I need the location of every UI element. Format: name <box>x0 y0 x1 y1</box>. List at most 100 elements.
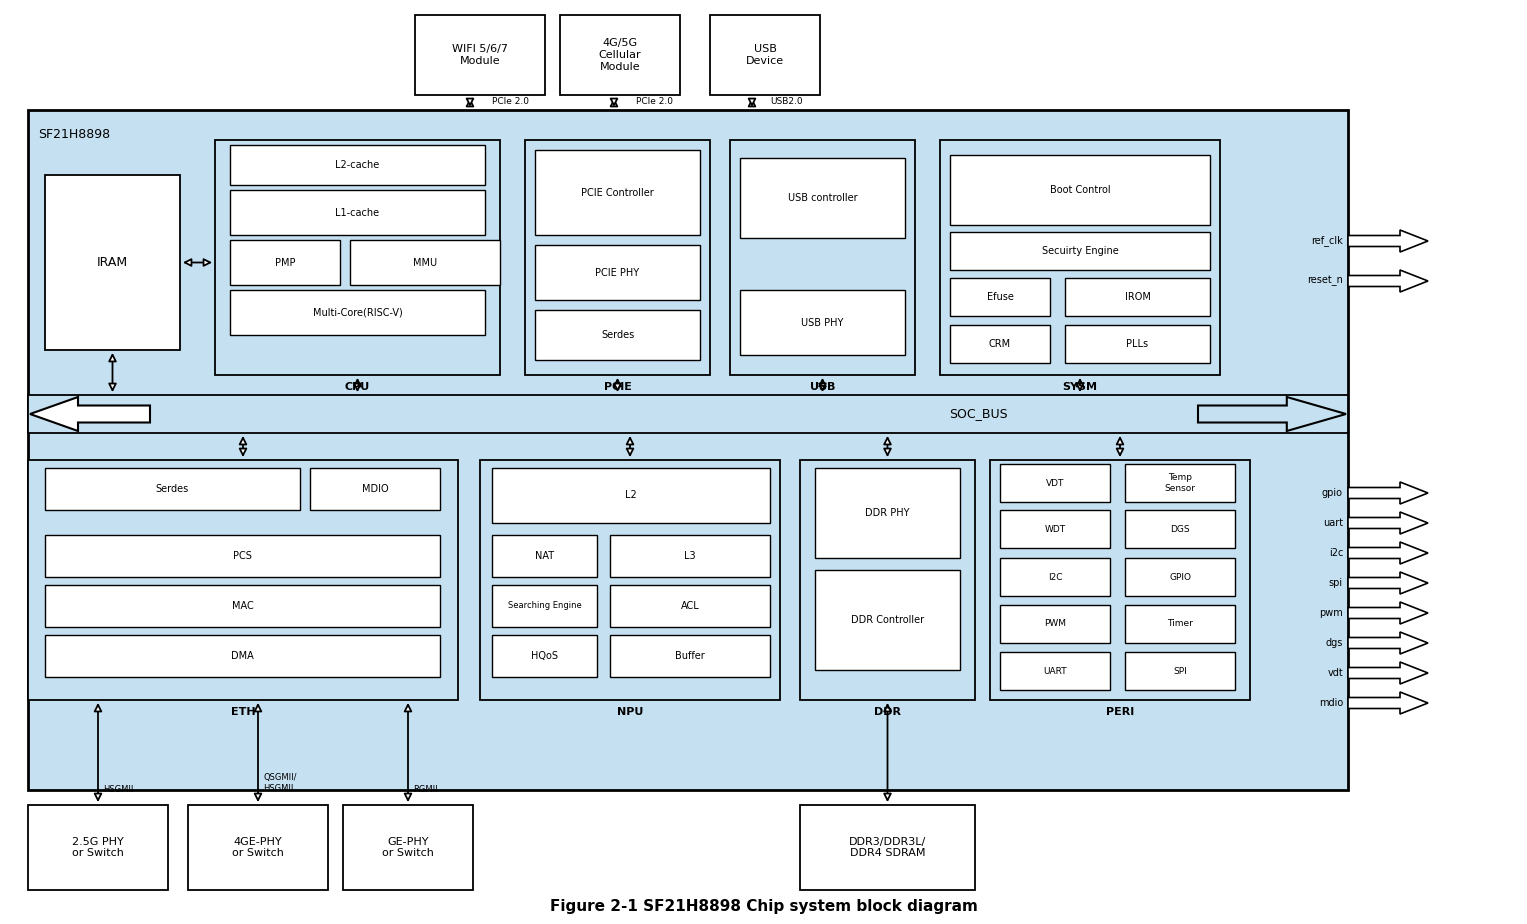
Bar <box>800 460 976 700</box>
Bar <box>525 140 710 375</box>
Bar <box>492 635 597 677</box>
Polygon shape <box>1348 692 1428 714</box>
Text: DDR PHY: DDR PHY <box>866 508 910 518</box>
Text: Buffer: Buffer <box>675 651 705 661</box>
Polygon shape <box>31 397 150 431</box>
Bar <box>1000 558 1110 596</box>
Bar <box>44 635 440 677</box>
Text: Serdes: Serdes <box>156 484 189 494</box>
Bar <box>741 158 906 238</box>
Bar <box>27 395 1348 433</box>
Bar <box>609 585 770 627</box>
Text: spi: spi <box>1328 578 1344 588</box>
Polygon shape <box>1348 230 1428 252</box>
Text: UART: UART <box>1043 666 1067 675</box>
Text: Serdes: Serdes <box>602 330 634 340</box>
Text: PMP: PMP <box>275 258 295 268</box>
Bar <box>741 290 906 355</box>
Bar <box>1125 652 1235 690</box>
Text: HQoS: HQoS <box>531 651 557 661</box>
Text: IROM: IROM <box>1124 292 1150 302</box>
Bar <box>534 150 699 235</box>
Text: L1-cache: L1-cache <box>336 208 380 217</box>
Text: I2C: I2C <box>1048 573 1063 581</box>
Text: QSGMII/
HSGMII: QSGMII/ HSGMII <box>263 773 296 793</box>
Text: ACL: ACL <box>681 601 699 611</box>
Bar <box>27 805 168 890</box>
Bar <box>534 245 699 300</box>
Bar <box>815 570 960 670</box>
Text: Efuse: Efuse <box>986 292 1014 302</box>
Bar <box>1000 464 1110 502</box>
Bar <box>44 468 299 510</box>
Text: Timer: Timer <box>1167 619 1193 628</box>
Text: DDR Controller: DDR Controller <box>851 615 924 625</box>
Bar <box>310 468 440 510</box>
Bar <box>188 805 328 890</box>
Text: PCIE PHY: PCIE PHY <box>596 268 640 277</box>
Text: MAC: MAC <box>232 601 253 611</box>
Text: DGS: DGS <box>1170 525 1190 533</box>
Text: VDT: VDT <box>1046 479 1064 488</box>
Bar <box>231 145 486 185</box>
Polygon shape <box>1348 512 1428 534</box>
Polygon shape <box>1199 397 1345 431</box>
Bar <box>350 240 499 285</box>
Bar <box>800 805 976 890</box>
Text: NPU: NPU <box>617 707 643 717</box>
Text: PCIe 2.0: PCIe 2.0 <box>637 98 673 106</box>
Text: ETH: ETH <box>231 707 255 717</box>
Text: 4G/5G
Cellular
Module: 4G/5G Cellular Module <box>599 39 641 71</box>
Bar <box>1125 464 1235 502</box>
Text: SOC_BUS: SOC_BUS <box>950 407 1008 420</box>
Bar <box>730 140 915 375</box>
Text: MDIO: MDIO <box>362 484 388 494</box>
Text: GE-PHY
or Switch: GE-PHY or Switch <box>382 837 434 858</box>
Bar <box>609 635 770 677</box>
Text: USB: USB <box>809 382 835 392</box>
Polygon shape <box>1348 572 1428 594</box>
Text: DMA: DMA <box>231 651 253 661</box>
Text: RGMII: RGMII <box>412 785 438 795</box>
Text: PERI: PERI <box>1106 707 1135 717</box>
Text: Secuirty Engine: Secuirty Engine <box>1041 246 1118 256</box>
Bar <box>950 325 1051 363</box>
Bar <box>479 460 780 700</box>
Polygon shape <box>1348 482 1428 504</box>
Text: WDT: WDT <box>1044 525 1066 533</box>
Text: L2: L2 <box>625 491 637 501</box>
Bar <box>1125 558 1235 596</box>
Text: PCS: PCS <box>234 551 252 561</box>
Bar <box>1125 605 1235 643</box>
Text: i2c: i2c <box>1328 548 1344 558</box>
Text: PCIe 2.0: PCIe 2.0 <box>492 98 528 106</box>
Text: PWM: PWM <box>1044 619 1066 628</box>
Bar <box>44 175 180 350</box>
Text: Boot Control: Boot Control <box>1049 185 1110 195</box>
Text: USB PHY: USB PHY <box>802 318 844 327</box>
Bar <box>231 190 486 235</box>
Text: reset_n: reset_n <box>1307 275 1344 286</box>
Bar <box>231 290 486 335</box>
Bar <box>815 468 960 558</box>
Text: ref_clk: ref_clk <box>1312 236 1344 247</box>
Text: PCIE: PCIE <box>603 382 632 392</box>
Bar <box>492 535 597 577</box>
Bar <box>950 232 1209 270</box>
Text: HSGMII: HSGMII <box>102 785 133 795</box>
Text: USB2.0: USB2.0 <box>770 98 803 106</box>
Text: MMU: MMU <box>412 258 437 268</box>
Bar <box>231 240 341 285</box>
Text: Searching Engine: Searching Engine <box>507 602 582 611</box>
Text: PLLs: PLLs <box>1127 339 1148 349</box>
Text: uart: uart <box>1322 518 1344 528</box>
Bar <box>710 15 820 95</box>
Bar <box>950 155 1209 225</box>
Text: DDR: DDR <box>873 707 901 717</box>
Polygon shape <box>1348 662 1428 684</box>
Bar <box>950 278 1051 316</box>
Polygon shape <box>1348 542 1428 564</box>
Bar <box>534 310 699 360</box>
Bar <box>215 140 499 375</box>
Bar <box>415 15 545 95</box>
